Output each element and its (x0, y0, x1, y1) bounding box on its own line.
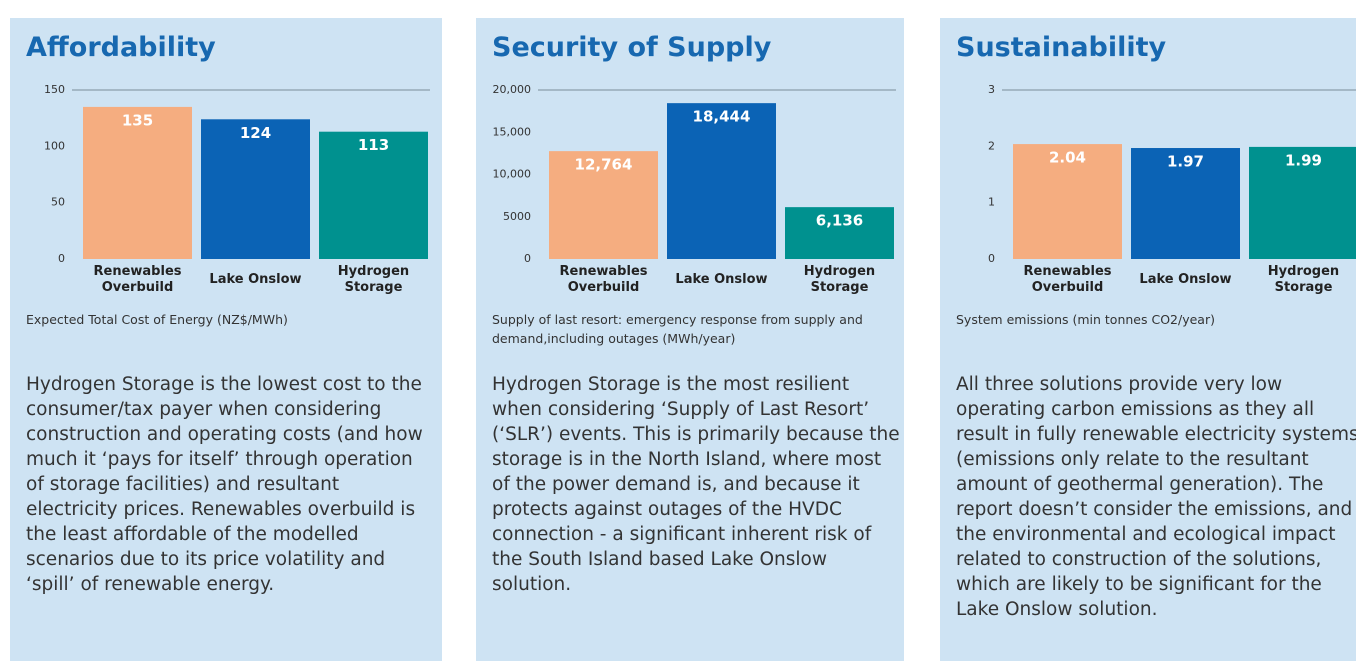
description: All three solutions provide very low ope… (956, 374, 1356, 620)
panel-title: Security of Supply (492, 32, 772, 63)
data-label: 6,136 (816, 212, 863, 230)
panel-title: Sustainability (956, 32, 1167, 63)
y-tick-label: 2 (988, 139, 995, 152)
data-label: 2.04 (1049, 149, 1086, 167)
chart: 0 50 100 150 135 124 113 (44, 83, 430, 265)
x-tick-label: Renewables Overbuild (559, 264, 648, 295)
panel: Affordability 0 50 100 150 135 124 113 Renewable… (10, 18, 442, 661)
y-tick-label: 10,000 (493, 168, 532, 181)
data-label: 124 (240, 124, 271, 142)
y-tick-label: 0 (988, 252, 995, 265)
bar (785, 207, 894, 259)
panel-title: Affordability (26, 32, 216, 63)
x-tick-label: Renewables Overbuild (1023, 264, 1112, 295)
y-tick-label: 0 (58, 252, 65, 265)
x-tick-label: Hydrogen Storage (803, 264, 876, 295)
x-tick-label: Lake Onslow (1139, 272, 1232, 287)
bar (201, 119, 310, 259)
data-label: 1.97 (1167, 153, 1204, 171)
chart-caption: System emissions (min tonnes CO2/year) (956, 312, 1215, 327)
x-tick-label: Hydrogen Storage (1267, 264, 1340, 295)
data-label: 1.99 (1285, 151, 1322, 169)
chart-caption: Expected Total Cost of Energy (NZ$/MWh) (26, 312, 288, 327)
x-tick-label: Lake Onslow (209, 272, 302, 287)
y-tick-label: 15,000 (493, 125, 532, 138)
bar (1131, 148, 1240, 259)
y-tick-label: 20,000 (493, 83, 532, 96)
x-tick-label: Hydrogen Storage (337, 264, 410, 295)
y-tick-label: 50 (51, 196, 65, 209)
data-label: 135 (122, 111, 153, 129)
data-label: 18,444 (693, 108, 751, 126)
panel: Sustainability 0 1 2 3 2.04 1.97 1.99 Renewables… (940, 18, 1356, 661)
y-tick-label: 100 (44, 139, 65, 152)
y-tick-label: 5000 (503, 210, 531, 223)
bar (667, 103, 776, 260)
bar (83, 106, 192, 260)
bar (1013, 144, 1122, 259)
y-tick-label: 1 (988, 196, 995, 209)
description: Hydrogen Storage is the lowest cost to t… (26, 374, 423, 595)
data-label: 113 (358, 136, 389, 154)
y-tick-label: 0 (524, 252, 531, 265)
bar (549, 151, 658, 259)
bar (1249, 146, 1356, 259)
x-tick-label: Lake Onslow (675, 272, 768, 287)
chart-caption: Supply of last resort: emergency respons… (492, 312, 863, 346)
panel: Security of Supply 0 5000 10,000 15,000 20,00… (476, 18, 904, 661)
x-tick-label: Renewables Overbuild (93, 264, 182, 295)
y-tick-label: 3 (988, 83, 995, 96)
chart: 0 1 2 3 2.04 1.97 1.99 (988, 83, 1356, 265)
bar (319, 131, 428, 259)
description: Hydrogen Storage is the most resilient w… (492, 374, 900, 595)
chart: 0 5000 10,000 15,000 20,000 12,764 18,444 6,136 (493, 83, 896, 265)
y-tick-label: 150 (44, 83, 65, 96)
data-label: 12,764 (575, 156, 633, 174)
